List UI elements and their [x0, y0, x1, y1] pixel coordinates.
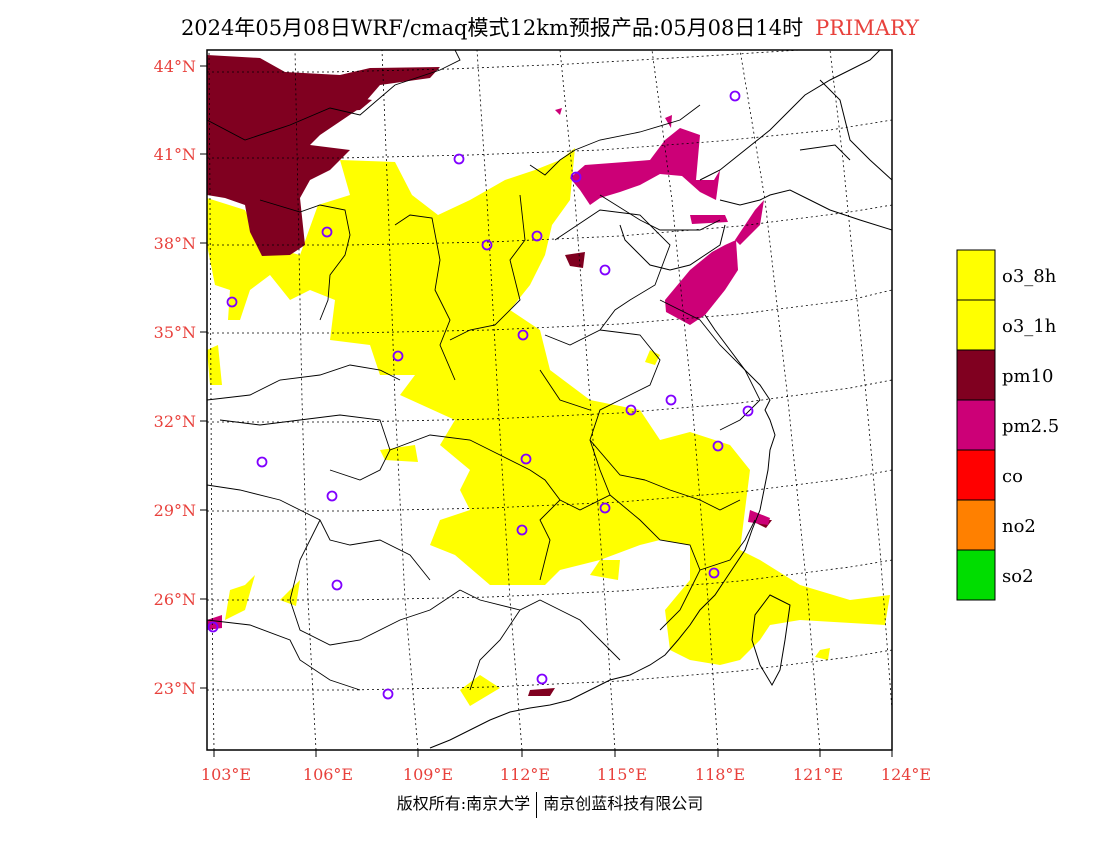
lon-label: 106°E [303, 765, 353, 784]
title-text: 2024年05月08日WRF/cmaq模式12km预报产品:05月08日14时 [180, 16, 804, 40]
station-marker [256, 456, 268, 468]
station-marker [207, 621, 219, 633]
legend-swatch-o3-1h [956, 299, 996, 351]
lon-label: 115°E [597, 765, 647, 784]
station-marker [570, 171, 582, 183]
copyright: 版权所有:南京大学 南京创蓝科技有限公司 [0, 790, 1100, 818]
lon-label: 109°E [403, 765, 453, 784]
station-marker [729, 90, 741, 102]
coastline [429, 50, 892, 749]
legend: o3_8h o3_1h pm10 pm2.5 co no2 so2 [956, 249, 1059, 601]
lat-label: 23°N [154, 679, 196, 698]
station-marker [226, 296, 238, 308]
station-marker [331, 579, 343, 591]
copyright-company: 南京创蓝科技有限公司 [543, 794, 704, 813]
station-marker [599, 264, 611, 276]
legend-swatch-pm10 [956, 349, 996, 401]
station-marker [665, 394, 677, 406]
legend-label: co [1002, 466, 1023, 487]
legend-label: no2 [1002, 516, 1036, 537]
o3-area [207, 148, 890, 706]
lat-label: 38°N [154, 234, 196, 253]
pm25-area [207, 108, 770, 630]
legend-swatch-so2 [956, 549, 996, 601]
legend-swatch-pm25 [956, 399, 996, 451]
copyright-owner: 版权所有:南京大学 [396, 794, 531, 813]
lon-label: 124°E [881, 765, 931, 784]
station-marker [382, 688, 394, 700]
legend-label: pm2.5 [1002, 416, 1059, 437]
lon-label: 112°E [500, 765, 550, 784]
station-marker [392, 350, 404, 362]
station-marker [516, 524, 528, 536]
station-marker [326, 490, 338, 502]
station-marker [708, 567, 720, 579]
station-marker [321, 226, 333, 238]
lat-label: 44°N [154, 57, 196, 76]
station-markers [207, 90, 754, 700]
legend-label: o3_1h [1002, 316, 1057, 337]
station-marker [599, 502, 611, 514]
lat-label: 41°N [154, 145, 196, 164]
station-marker [625, 404, 637, 416]
station-marker [453, 153, 465, 165]
legend-swatch-no2 [956, 499, 996, 551]
lat-label: 35°N [154, 323, 196, 342]
station-marker [517, 329, 529, 341]
lat-label: 29°N [154, 501, 196, 520]
axis-ticks [200, 65, 893, 757]
boundary-lines [207, 50, 761, 691]
copyright-divider [536, 791, 538, 818]
legend-label: pm10 [1002, 366, 1054, 387]
lat-label: 26°N [154, 590, 196, 609]
station-marker [742, 405, 754, 417]
lon-label: 103°E [201, 765, 251, 784]
lon-label: 121°E [793, 765, 843, 784]
primary-tag: PRIMARY [815, 16, 920, 40]
lat-label: 32°N [154, 412, 196, 431]
station-marker [481, 239, 493, 251]
lon-label: 118°E [695, 765, 745, 784]
graticule [207, 50, 892, 750]
station-marker [520, 453, 532, 465]
station-marker [536, 673, 548, 685]
station-marker [531, 230, 543, 242]
legend-swatch-co [956, 449, 996, 501]
legend-label: o3_8h [1002, 266, 1057, 287]
map-frame [206, 49, 893, 751]
station-marker [712, 440, 724, 452]
legend-swatch-o3-8h [956, 249, 996, 301]
legend-label: so2 [1002, 566, 1034, 587]
map-title: 2024年05月08日WRF/cmaq模式12km预报产品:05月08日14时 P… [0, 12, 1100, 42]
